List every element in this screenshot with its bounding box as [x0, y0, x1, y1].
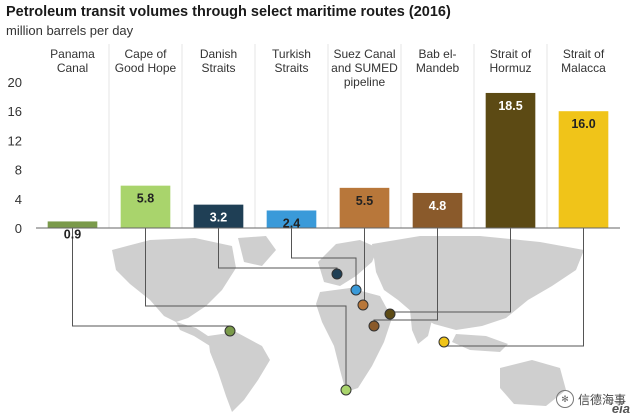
- map-north-america: [112, 238, 236, 322]
- bar: [412, 192, 463, 228]
- category-label: Malacca: [561, 61, 606, 75]
- category-label: Canal: [57, 61, 88, 75]
- bar-value-label: 4.8: [429, 199, 446, 213]
- y-tick-label: 4: [15, 192, 22, 207]
- chart-title: Petroleum transit volumes through select…: [6, 4, 451, 20]
- category-label: Strait of: [563, 47, 605, 61]
- map-india: [410, 310, 434, 344]
- map-greenland: [238, 236, 276, 266]
- category-label: Hormuz: [489, 61, 531, 75]
- category-label: Mandeb: [416, 61, 460, 75]
- bar-value-label: 18.5: [498, 99, 522, 113]
- watermark-logo-icon: ✻: [555, 390, 574, 408]
- category-label: Turkish: [272, 47, 311, 61]
- chart-subtitle: million barrels per day: [6, 23, 134, 38]
- bar: [47, 221, 98, 228]
- bar: [266, 210, 317, 228]
- category-label: Cape of: [124, 47, 167, 61]
- bar-value-label: 16.0: [571, 117, 595, 131]
- category-label: Suez Canal: [333, 47, 395, 61]
- category-label: Strait of: [490, 47, 532, 61]
- category-label: pipeline: [344, 75, 386, 89]
- map-southeast-asia: [452, 334, 508, 352]
- route-marker: [357, 299, 369, 311]
- leader-line: [218, 228, 338, 274]
- route-marker: [224, 325, 236, 337]
- category-label: Danish: [200, 47, 237, 61]
- watermark-text: 信德海事: [577, 392, 626, 407]
- watermark: ✻ 信德海事: [555, 390, 626, 408]
- route-marker: [331, 268, 343, 280]
- bar: [558, 111, 609, 228]
- category-label: Straits: [274, 61, 308, 75]
- map-africa: [316, 288, 392, 392]
- y-tick-label: 12: [8, 133, 22, 148]
- bar: [339, 187, 390, 228]
- route-marker: [368, 320, 380, 332]
- bar-value-label: 5.8: [137, 192, 154, 206]
- map-asia: [372, 236, 584, 330]
- bar-value-label: 3.2: [210, 211, 227, 225]
- bar: [485, 92, 536, 228]
- category-label: Bab el-: [418, 47, 456, 61]
- y-tick-label: 20: [8, 75, 22, 90]
- route-marker: [340, 384, 352, 396]
- eia-logo: eia: [611, 401, 630, 416]
- bar-value-label: 0.9: [64, 227, 81, 241]
- leader-line: [145, 228, 347, 390]
- bar: [120, 185, 171, 228]
- world-map: [112, 236, 584, 412]
- category-label: Panama: [50, 47, 95, 61]
- route-marker: [438, 336, 450, 348]
- route-marker: [384, 308, 396, 320]
- bar-value-label: 2.4: [283, 216, 300, 230]
- category-label: and SUMED: [331, 61, 398, 75]
- category-label: Straits: [201, 61, 235, 75]
- route-marker: [350, 284, 362, 296]
- map-central-america: [176, 322, 214, 346]
- map-australia: [500, 360, 566, 406]
- y-tick-label: 0: [15, 221, 22, 236]
- map-europe: [318, 240, 378, 286]
- bar: [193, 204, 244, 228]
- map-south-america: [208, 332, 270, 412]
- bar-value-label: 5.5: [356, 194, 373, 208]
- y-tick-label: 8: [15, 163, 22, 178]
- category-label: Good Hope: [115, 61, 177, 75]
- leader-line: [291, 228, 357, 290]
- y-tick-label: 16: [8, 104, 22, 119]
